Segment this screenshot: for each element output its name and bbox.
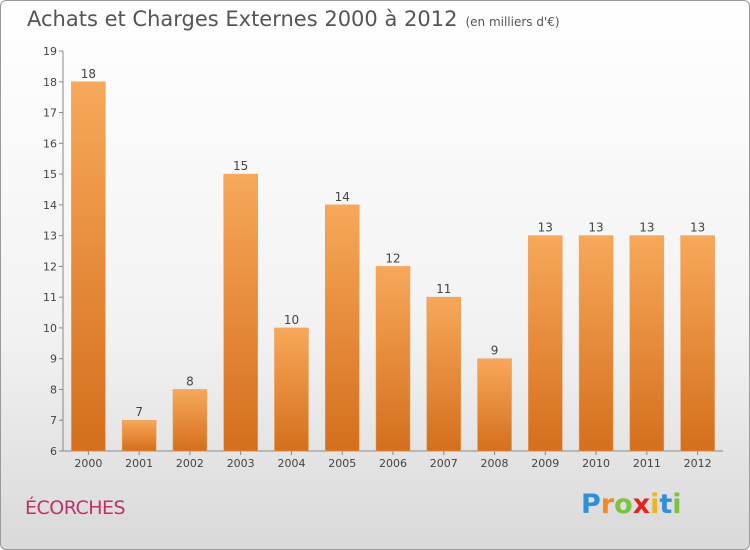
bar-value-label: 15 (233, 159, 248, 173)
commune-name: ÉCORCHES (25, 497, 126, 519)
bar-value-label: 9 (491, 344, 499, 358)
y-tick-label: 15 (43, 168, 57, 181)
y-tick-label: 13 (43, 230, 57, 243)
logo-letter: o (614, 489, 633, 520)
y-tick-label: 14 (43, 199, 57, 212)
bar (223, 173, 258, 452)
y-tick-label: 6 (50, 445, 57, 458)
bar-value-label: 11 (436, 282, 451, 296)
bar (324, 204, 360, 452)
bar-value-label: 13 (639, 221, 654, 235)
title-block: Achats et Charges Externes 2000 à 2012 (e… (27, 7, 560, 31)
logo-letter: i (650, 489, 660, 520)
proxiti-logo: Proxiti (581, 489, 682, 520)
chart-subtitle: (en milliers d'€) (465, 15, 560, 29)
x-tick-label: 2005 (328, 457, 356, 470)
bar (578, 235, 614, 452)
y-tick-label: 9 (50, 353, 57, 366)
y-tick-label: 7 (50, 414, 57, 427)
bar (71, 81, 106, 452)
logo-letter: x (632, 489, 651, 520)
bar (274, 327, 309, 452)
bar (629, 235, 665, 452)
bar-value-label: 13 (690, 221, 705, 235)
bar (375, 266, 411, 452)
logo-letter: r (600, 489, 615, 520)
x-tick-label: 2011 (633, 457, 661, 470)
y-tick-label: 17 (43, 107, 57, 120)
y-tick-label: 8 (50, 383, 57, 396)
bar-value-label: 13 (538, 221, 553, 235)
bar (680, 235, 715, 452)
x-tick-label: 2012 (684, 457, 712, 470)
x-tick-label: 2008 (481, 457, 509, 470)
x-tick-label: 2009 (531, 457, 559, 470)
bar-value-label: 12 (385, 251, 400, 265)
bar (172, 389, 208, 452)
bar (121, 419, 157, 452)
bar-value-label: 7 (135, 405, 143, 419)
logo-letter: i (672, 489, 682, 520)
bar-value-label: 14 (335, 190, 350, 204)
bar (528, 235, 563, 452)
y-tick-label: 11 (43, 291, 57, 304)
chart-title: Achats et Charges Externes 2000 à 2012 (27, 7, 458, 31)
y-tick-label: 19 (43, 45, 57, 58)
bar (477, 358, 512, 452)
y-tick-label: 10 (43, 322, 57, 335)
x-tick-label: 2000 (74, 457, 102, 470)
x-tick-label: 2001 (125, 457, 153, 470)
x-tick-label: 2010 (582, 457, 610, 470)
y-tick-label: 12 (43, 260, 57, 273)
x-tick-label: 2002 (176, 457, 204, 470)
bar-value-label: 13 (588, 221, 603, 235)
bar-value-label: 18 (81, 67, 96, 81)
x-tick-label: 2007 (430, 457, 458, 470)
logo-letter: P (581, 489, 601, 520)
y-tick-label: 18 (43, 76, 57, 89)
bar-value-label: 10 (284, 313, 299, 327)
x-tick-label: 2004 (277, 457, 305, 470)
bar (426, 296, 462, 452)
x-tick-label: 2003 (227, 457, 255, 470)
x-tick-label: 2006 (379, 457, 407, 470)
logo-letter: t (659, 489, 673, 520)
bar-value-label: 8 (186, 374, 194, 388)
y-tick-label: 16 (43, 137, 57, 150)
